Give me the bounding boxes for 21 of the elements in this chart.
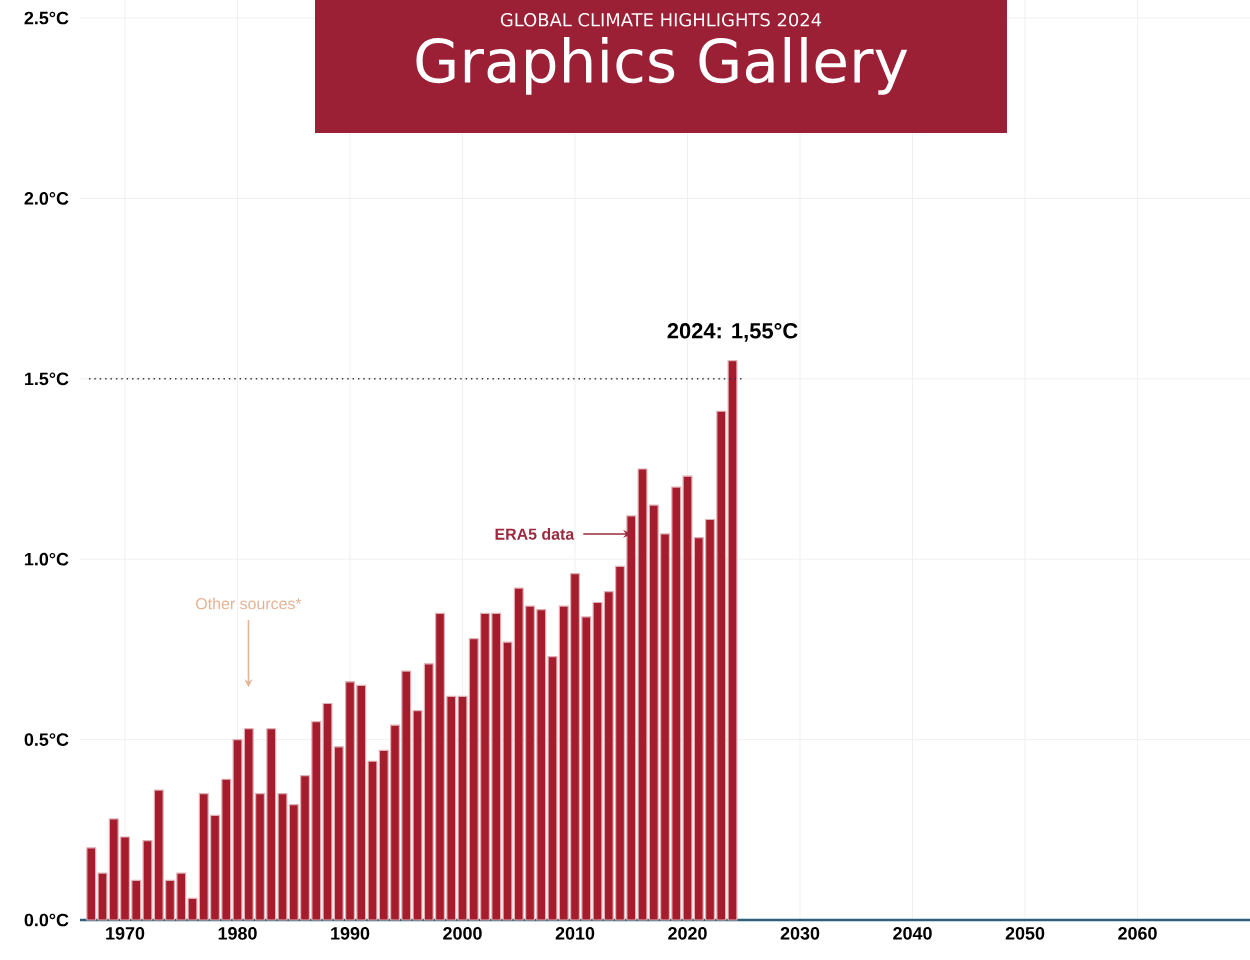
x-tick-label: 1970 xyxy=(106,927,145,940)
x-tick-label: 2010 xyxy=(555,927,595,940)
y-tick-label: 1.5°C xyxy=(25,372,69,386)
x-tick-label: 2030 xyxy=(780,927,820,940)
text: Graphics Gallery xyxy=(416,37,908,95)
annotation: Other sources* xyxy=(196,597,302,610)
x-tick-label: 2000 xyxy=(443,927,482,940)
x-tick-label: 1990 xyxy=(331,927,370,940)
x-tick-label: 2040 xyxy=(893,927,932,940)
y-tick-label: 1.0°C xyxy=(25,552,69,566)
x-tick-label: 2060 xyxy=(1118,927,1157,940)
y-tick-label: 2.0°C xyxy=(24,192,69,205)
y-tick-label: 0.0°C xyxy=(24,913,69,927)
x-tick-label: 2050 xyxy=(1005,927,1045,940)
y-tick-label: 0.5°C xyxy=(24,733,69,746)
text: GLOBAL CLIMATE HIGHLIGHTS 2024 xyxy=(500,13,822,27)
y-tick-label: 2.5°C xyxy=(24,11,69,25)
annotation: ERA5 data xyxy=(495,528,575,540)
x-tick-label: 1980 xyxy=(218,927,257,940)
annotation: 2024: 1,55°C xyxy=(667,323,798,342)
x-tick-label: 2020 xyxy=(668,927,707,940)
